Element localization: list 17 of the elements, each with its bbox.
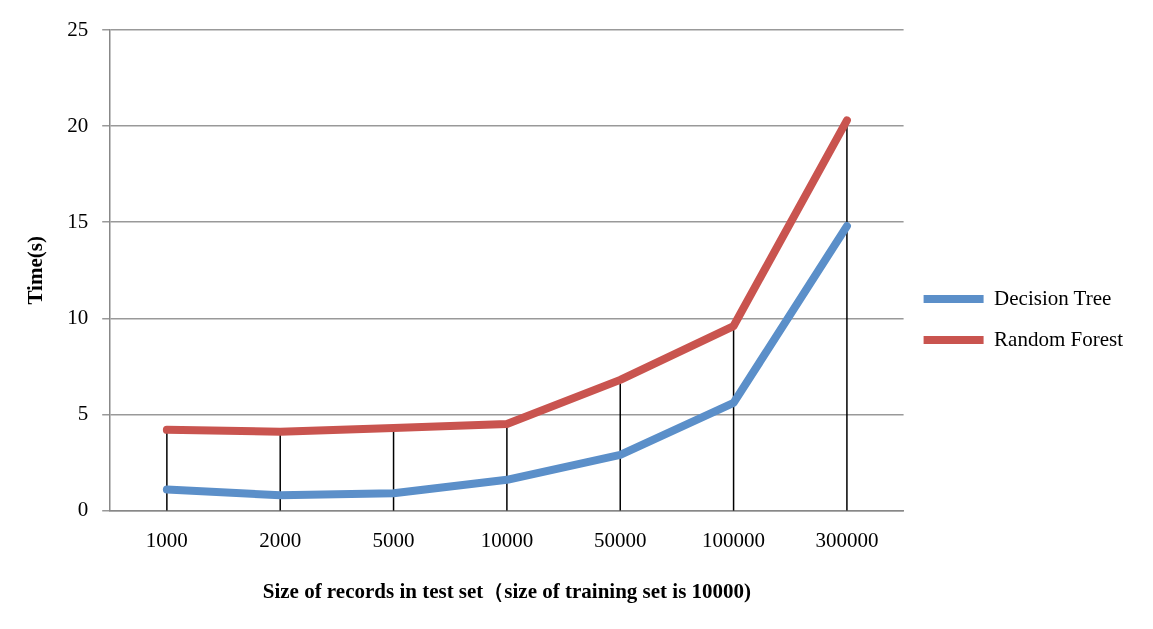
x-tick-label: 2000 xyxy=(259,527,302,552)
x-tick-label: 10000 xyxy=(480,527,534,552)
x-tick-label: 5000 xyxy=(372,527,415,552)
y-tick-label: 5 xyxy=(77,401,89,425)
y-tick-label: 10 xyxy=(67,304,89,329)
y-tick-label: 0 xyxy=(77,497,89,522)
y-tick-label: 20 xyxy=(67,112,89,137)
x-tick-label: 300000 xyxy=(815,527,879,552)
y-axis-title: Time(s) xyxy=(23,236,48,305)
x-tick-label: 100000 xyxy=(702,527,766,552)
x-tick-label: 50000 xyxy=(593,527,647,552)
x-tick-label: 1000 xyxy=(145,527,188,552)
legend-label: Decision Tree xyxy=(994,285,1112,310)
x-axis-title: Size of records in test set（size of training set is 10000) xyxy=(262,578,752,603)
y-tick-label: 15 xyxy=(67,208,89,233)
legend-label: Random Forest xyxy=(994,326,1124,351)
y-tick-label: 25 xyxy=(67,16,89,41)
